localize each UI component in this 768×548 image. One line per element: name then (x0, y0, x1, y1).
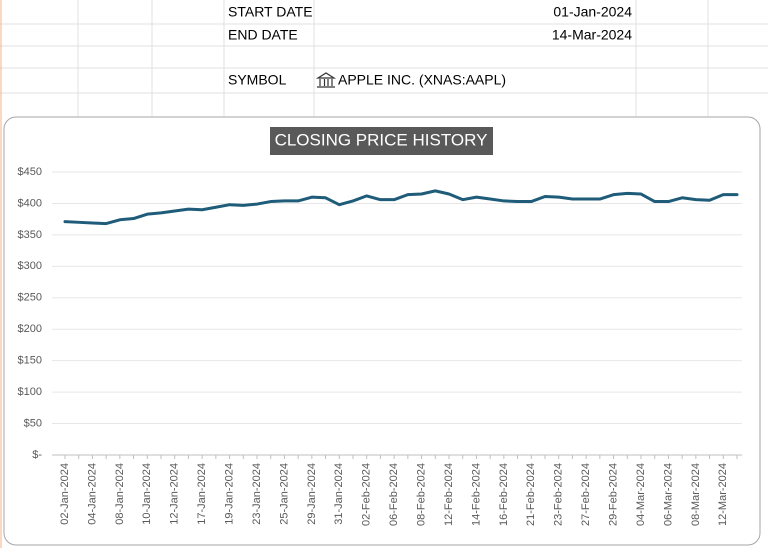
chart-title: CLOSING PRICE HISTORY (275, 130, 488, 149)
x-tick-label: 25-Jan-2024 (278, 463, 290, 525)
y-tick-label: $250 (18, 292, 42, 304)
x-tick-label: 14-Feb-2024 (470, 463, 482, 526)
bank-icon (315, 72, 337, 88)
x-tick-label: 19-Jan-2024 (223, 463, 235, 525)
x-tick-label: 04-Jan-2024 (86, 463, 98, 525)
y-tick-label: $150 (18, 355, 42, 367)
x-tick-label: 08-Jan-2024 (114, 463, 126, 525)
y-tick-label: $350 (18, 229, 42, 241)
y-tick-label: $50 (24, 417, 42, 429)
title-box (270, 127, 493, 155)
x-tick-label: 08-Feb-2024 (415, 463, 427, 526)
x-tick-label: 10-Jan-2024 (141, 463, 153, 525)
x-tick-label: 08-Mar-2024 (690, 463, 702, 526)
x-tick-label: 02-Jan-2024 (59, 463, 71, 525)
cell-label[interactable]: START DATE (228, 4, 313, 20)
x-tick-label: 04-Mar-2024 (635, 463, 647, 526)
cell-value[interactable]: 14-Mar-2024 (552, 27, 632, 43)
x-tick-label: 06-Mar-2024 (662, 463, 674, 526)
cell-label[interactable]: SYMBOL (228, 72, 287, 88)
x-tick-label: 12-Mar-2024 (717, 463, 729, 526)
plot: $- $50 $100 $150 $200 $250 $300 $350 $400 $450 02-… (18, 166, 742, 526)
x-tick-label: 12-Jan-2024 (169, 463, 181, 525)
y-tick-label: $100 (18, 386, 42, 398)
x-tick-label: 02-Feb-2024 (361, 463, 373, 526)
x-tick-label: 12-Feb-2024 (443, 463, 455, 526)
x-tick-label: 29-Feb-2024 (607, 463, 619, 526)
y-tick-label: $200 (18, 323, 42, 335)
x-tick-label: 23-Jan-2024 (251, 463, 263, 525)
chart-area[interactable] (3, 116, 761, 546)
y-tick-label: $400 (18, 197, 42, 209)
cell-value[interactable]: APPLE INC. (XNAS:AAPL) (338, 72, 506, 88)
cell-value[interactable]: 01-Jan-2024 (553, 4, 632, 20)
x-tick-label: 29-Jan-2024 (306, 463, 318, 525)
x-tick-label: 16-Feb-2024 (498, 463, 510, 526)
y-tick-label: $450 (18, 166, 42, 178)
x-tick-label: 21-Feb-2024 (525, 463, 537, 526)
x-tick-label: 31-Jan-2024 (333, 463, 345, 525)
x-tick-label: 17-Jan-2024 (196, 463, 208, 525)
y-tick-label: $- (32, 449, 42, 461)
x-tick-label: 06-Feb-2024 (388, 463, 400, 526)
y-tick-label: $300 (18, 260, 42, 272)
x-tick-label: 27-Feb-2024 (580, 463, 592, 526)
price-line (63, 189, 739, 226)
x-tick-label: 23-Feb-2024 (553, 463, 565, 526)
cell-label[interactable]: END DATE (228, 27, 298, 43)
